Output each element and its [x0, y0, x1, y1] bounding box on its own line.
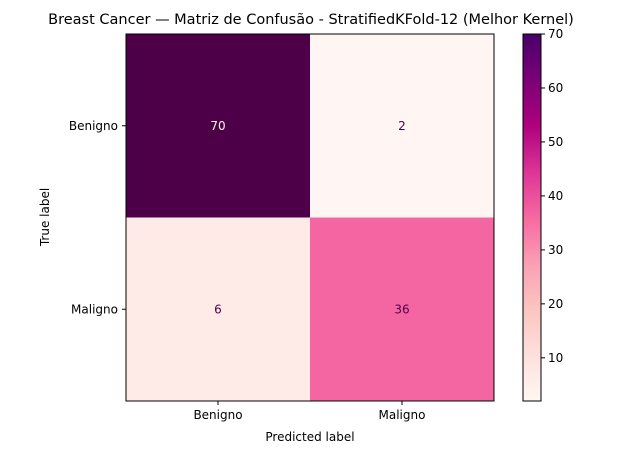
colorbar-tick-label: 70: [548, 27, 563, 41]
colorbar-ticks: 10 20 30 40 50 60 70: [541, 27, 563, 365]
y-axis-label: True label: [38, 188, 52, 247]
cell-value-label: 70: [210, 119, 225, 133]
colorbar-tick-label: 30: [548, 243, 563, 257]
heatmap-cell: [126, 217, 310, 401]
colorbar: [522, 33, 542, 402]
colorbar-tick-label: 50: [548, 135, 563, 149]
y-tick-label: Maligno: [71, 302, 118, 316]
heatmap-cell: [310, 217, 494, 401]
y-tick-label: Benigno: [69, 119, 118, 133]
cell-value-label: 2: [398, 119, 406, 133]
colorbar-tick-label: 60: [548, 81, 563, 95]
x-axis-label: Predicted label: [265, 430, 354, 444]
heatmap-cell: [310, 34, 494, 218]
cell-value-label: 6: [214, 302, 222, 316]
heatmap-cell: [126, 34, 310, 218]
plot-frame: [125, 33, 495, 402]
cell-value-label: 36: [394, 302, 409, 316]
heatmap-cell-labels: 70 2 6 36: [210, 119, 409, 317]
y-axis-ticks: Benigno Maligno: [69, 119, 126, 316]
chart-title: Breast Cancer — Matriz de Confusão - Str…: [48, 12, 574, 28]
x-tick-label: Benigno: [193, 408, 242, 422]
colorbar-tick-label: 10: [548, 351, 563, 365]
x-axis-ticks: Benigno Maligno: [193, 401, 425, 422]
heatmap-cells: [126, 34, 494, 401]
colorbar-tick-label: 20: [548, 297, 563, 311]
x-tick-label: Maligno: [379, 408, 426, 422]
colorbar-tick-label: 40: [548, 189, 563, 203]
